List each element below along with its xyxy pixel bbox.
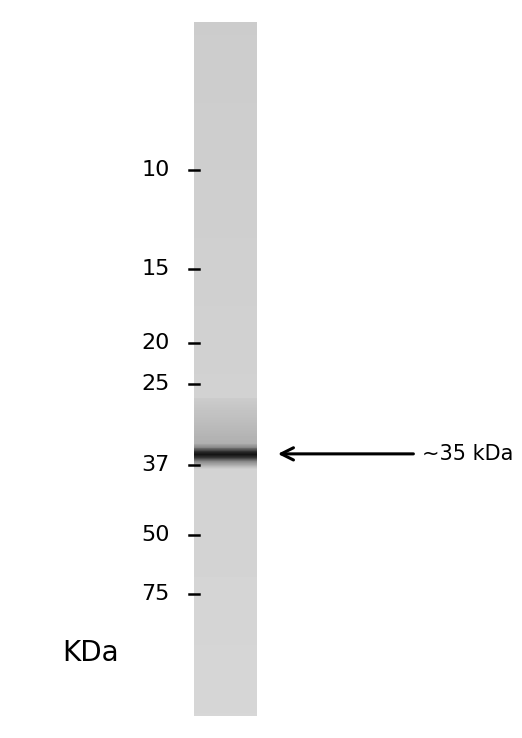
Text: 25: 25 [141,373,170,394]
Text: 50: 50 [141,525,170,545]
Text: KDa: KDa [63,639,119,667]
Text: ~35 kDa: ~35 kDa [422,444,513,464]
Text: 15: 15 [141,259,170,280]
Text: 10: 10 [141,159,170,180]
Text: 75: 75 [141,584,170,604]
Text: 20: 20 [141,333,170,354]
Text: 37: 37 [141,455,170,475]
